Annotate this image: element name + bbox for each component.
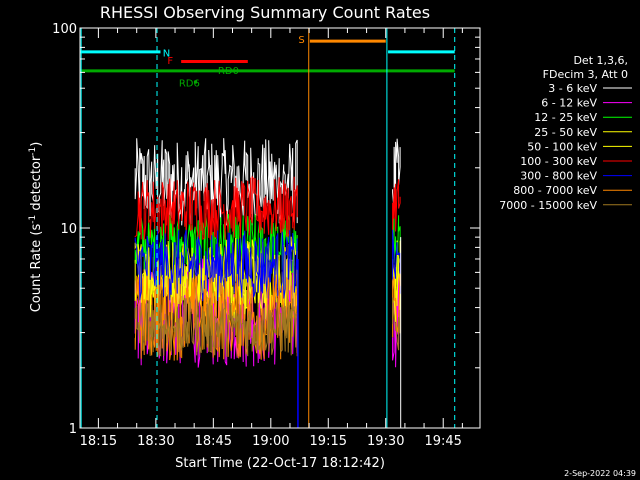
chart-title: RHESSI Observing Summary Count Rates [100, 3, 430, 22]
flag-label-S: S [298, 35, 304, 46]
series-9 [134, 297, 401, 357]
y-tick-label-1: 1 [69, 422, 77, 437]
y-label-sup2: -1 [28, 147, 38, 156]
y-label-sup1: -1 [28, 215, 38, 224]
flag-label-RD6: RD6 [179, 78, 200, 89]
series-9-trace-1 [134, 297, 298, 357]
legend-label-2: 6 - 12 keV [541, 97, 597, 110]
legend-label-4: 25 - 50 keV [534, 126, 597, 139]
flag-label-F: F [167, 56, 173, 67]
legend-label-5: 50 - 100 keV [527, 140, 597, 153]
series-7-trace-1 [134, 229, 298, 302]
y-axis-label: Count Rate (s-1 detector-1) [28, 142, 44, 313]
y-tick-label-3: 100 [52, 22, 77, 37]
x-tick-label-3: 18:45 [195, 434, 232, 449]
legend-label-9: 7000 - 15000 keV [499, 199, 597, 212]
legend-label-3: 12 - 25 keV [534, 111, 597, 124]
series-7-trace-2 [392, 229, 401, 294]
y-label-main: Count Rate (s [29, 224, 44, 313]
y-tick-label-2: 10 [60, 222, 77, 237]
series-9-trace-2 [392, 297, 401, 351]
legend-header-1: Det 1,3,6, [573, 54, 628, 67]
y-label-tail: detector [29, 155, 44, 215]
x-tick-label-5: 19:15 [310, 434, 347, 449]
legend-header-2: FDecim 3, Att 0 [543, 68, 628, 81]
flag-label-N: N [163, 49, 170, 60]
legend: Det 1,3,6,FDecim 3, Att 03 - 6 keV 6 - 12… [499, 54, 632, 212]
x-tick-label-6: 19:30 [367, 434, 404, 449]
plot-layer: NSFRD0RD611010018:1518:3018:4519:0019:15… [52, 22, 481, 449]
series-6-trace-1 [134, 175, 298, 241]
x-tick-label-4: 19:00 [252, 434, 289, 449]
x-tick-label-2: 18:30 [137, 434, 174, 449]
x-tick-label-1: 18:15 [80, 434, 117, 449]
legend-label-1: 3 - 6 keV [548, 82, 597, 95]
legend-label-6: 100 - 300 keV [520, 155, 597, 168]
series-7 [134, 229, 401, 302]
legend-label-7: 300 - 800 keV [520, 170, 597, 183]
series-6 [134, 175, 401, 241]
legend-label-8: 800 - 7000 keV [513, 184, 597, 197]
series-6-trace-2 [392, 179, 401, 234]
footer-date: 2-Sep-2022 04:39 [564, 469, 636, 478]
rd6-marker [193, 80, 197, 84]
series-8-trace-2 [392, 273, 401, 338]
series-1-trace-1 [134, 138, 298, 226]
x-axis-label: Start Time (22-Oct-17 18:12:42) [175, 456, 385, 471]
x-tick-label-7: 19:45 [424, 434, 461, 449]
y-label-close: ) [29, 142, 44, 147]
